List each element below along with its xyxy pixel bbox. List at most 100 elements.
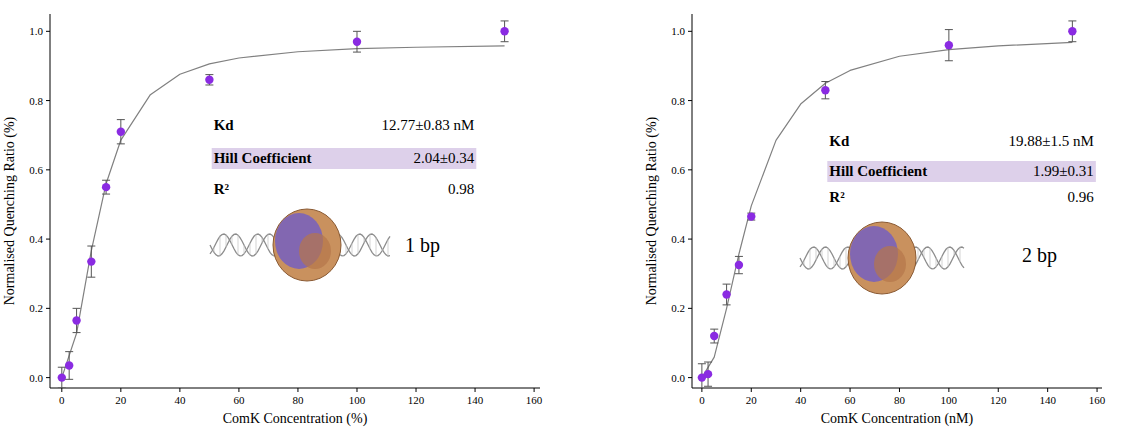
point bbox=[735, 261, 743, 269]
error-cap bbox=[501, 20, 509, 21]
y-tick-label: 0.2 bbox=[671, 302, 685, 314]
y-tick bbox=[46, 169, 50, 170]
dna-rung bbox=[220, 236, 221, 255]
y-tick-label: 0.6 bbox=[671, 164, 685, 176]
x-tick bbox=[179, 388, 180, 392]
y-tick-label: 0.4 bbox=[671, 233, 685, 245]
error-cap bbox=[205, 84, 213, 85]
x-tick-label: 140 bbox=[1039, 394, 1056, 406]
error-cap bbox=[501, 41, 509, 42]
y-axis bbox=[692, 14, 693, 388]
point bbox=[117, 128, 125, 136]
y-tick-label: 0.0 bbox=[671, 372, 685, 384]
error-bar bbox=[710, 329, 718, 343]
x-tick bbox=[948, 388, 949, 392]
dna-rung bbox=[358, 234, 359, 253]
annotation: 1 bp bbox=[405, 234, 440, 257]
panel: 0204060801001201401600.00.20.40.60.81.0C… bbox=[2, 14, 543, 427]
x-tick bbox=[475, 388, 476, 392]
y-tick-label: 0.0 bbox=[29, 372, 43, 384]
error-cap bbox=[723, 304, 731, 305]
figure: 0204060801001201401600.00.20.40.60.81.0C… bbox=[0, 0, 1125, 434]
illustration bbox=[800, 222, 964, 294]
x-tick-label: 60 bbox=[845, 394, 857, 406]
error-cap bbox=[102, 194, 110, 195]
point bbox=[500, 27, 508, 35]
x-tick bbox=[120, 388, 121, 392]
x-tick-label: 160 bbox=[1089, 394, 1106, 406]
y-tick bbox=[46, 377, 50, 378]
x-tick bbox=[998, 388, 999, 392]
dna-rung bbox=[822, 249, 823, 258]
dna-rung bbox=[846, 247, 847, 266]
x-tick-label: 20 bbox=[115, 394, 127, 406]
table-label: R² bbox=[214, 181, 230, 197]
error-cap bbox=[821, 98, 829, 99]
x-tick-label: 60 bbox=[233, 394, 245, 406]
error-cap bbox=[698, 363, 706, 364]
dna-rung bbox=[804, 260, 805, 265]
x-tick bbox=[800, 388, 801, 392]
dna-rung bbox=[816, 248, 817, 260]
error-bar bbox=[723, 284, 731, 305]
dna-rung bbox=[388, 239, 389, 256]
point bbox=[65, 361, 73, 369]
y-tick bbox=[688, 239, 692, 240]
error-cap bbox=[353, 31, 361, 32]
x-tick bbox=[356, 388, 357, 392]
x-tick-label: 80 bbox=[894, 394, 906, 406]
plot-area bbox=[698, 21, 1077, 388]
dna-rung bbox=[930, 248, 931, 268]
dna-rung bbox=[364, 237, 365, 243]
x-tick bbox=[416, 388, 417, 392]
x-tick-label: 0 bbox=[699, 394, 705, 406]
error-bar bbox=[945, 30, 953, 61]
dna-rung bbox=[256, 234, 257, 253]
error-cap bbox=[117, 143, 125, 144]
x-tick bbox=[297, 388, 298, 392]
error-cap bbox=[58, 388, 66, 389]
point bbox=[722, 290, 730, 298]
error-cap bbox=[205, 74, 213, 75]
x-tick bbox=[1047, 388, 1048, 392]
dna-rung bbox=[250, 243, 251, 255]
x-tick-label: 160 bbox=[526, 394, 543, 406]
y-tick bbox=[688, 100, 692, 101]
dna-rung bbox=[840, 256, 841, 268]
x-tick-label: 40 bbox=[174, 394, 186, 406]
y-tick bbox=[688, 377, 692, 378]
error-bar bbox=[205, 75, 213, 85]
x-tick bbox=[701, 388, 702, 392]
y-tick bbox=[46, 308, 50, 309]
dna-rung bbox=[834, 258, 835, 267]
plot-area bbox=[58, 21, 509, 388]
protein-domain bbox=[874, 246, 906, 282]
point bbox=[353, 38, 361, 46]
x-tick-label: 140 bbox=[467, 394, 484, 406]
table-label: Hill Coefficient bbox=[829, 163, 927, 179]
point bbox=[821, 86, 829, 94]
dna-rung bbox=[828, 248, 829, 268]
error-bar bbox=[704, 362, 712, 386]
y-tick-label: 0.8 bbox=[671, 95, 685, 107]
protein bbox=[848, 222, 916, 294]
y-tick bbox=[688, 31, 692, 32]
error-cap bbox=[58, 367, 66, 368]
table-highlight bbox=[212, 148, 477, 169]
error-cap bbox=[87, 246, 95, 247]
x-tick-label: 120 bbox=[990, 394, 1007, 406]
dna-rung bbox=[262, 237, 263, 243]
y-axis-title: Normalised Quenching Ratio (%) bbox=[644, 116, 660, 305]
table-value: 12.77±0.83 nM bbox=[381, 117, 474, 133]
error-bar bbox=[73, 308, 81, 332]
x-tick bbox=[238, 388, 239, 392]
error-cap bbox=[117, 119, 125, 120]
error-cap bbox=[87, 277, 95, 278]
x-tick-label: 120 bbox=[408, 394, 425, 406]
table-value: 2.04±0.34 bbox=[414, 150, 475, 166]
point bbox=[205, 76, 213, 84]
y-tick bbox=[46, 100, 50, 101]
error-cap bbox=[65, 379, 73, 380]
dna-rung bbox=[960, 247, 961, 261]
error-bar bbox=[58, 367, 66, 388]
